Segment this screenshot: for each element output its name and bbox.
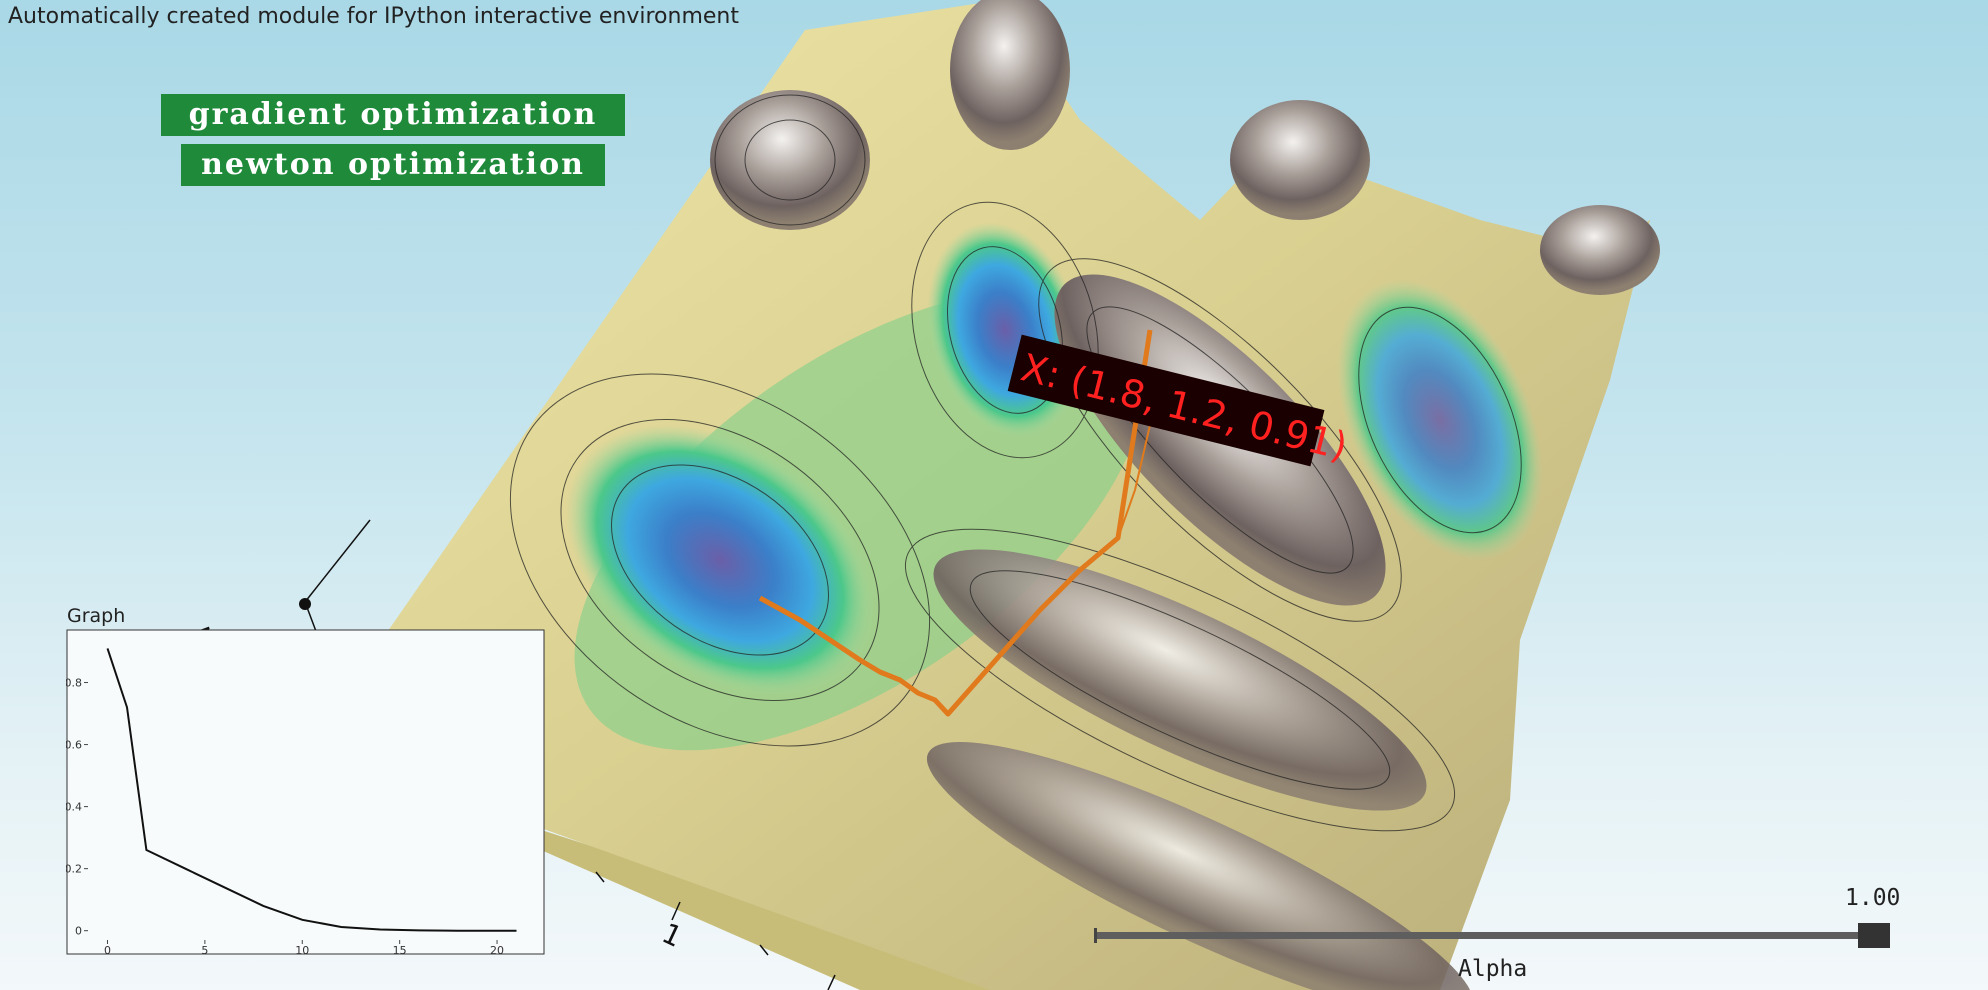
- ridge-lower: [933, 549, 1427, 811]
- graph-series-line: [106, 648, 517, 932]
- graph-frame: [66, 629, 545, 955]
- alpha-slider[interactable]: [1090, 920, 1896, 950]
- graph-x-tick-label: 20: [490, 944, 504, 956]
- peak-left: [710, 90, 870, 230]
- graph-x-tick-label: 5: [201, 944, 208, 956]
- graph-x-tick-label: 10: [295, 944, 309, 956]
- gradient-optimization-button[interactable]: gradient optimization: [161, 94, 625, 136]
- peak-top: [950, 0, 1070, 150]
- graph-y-tick-label: 0.8: [66, 677, 82, 690]
- graph-y-tick-label: 0.2: [66, 863, 82, 876]
- graph-x-tick-label: 0: [104, 944, 111, 956]
- alpha-slider-start: [1094, 928, 1097, 943]
- basin-right: [1336, 278, 1544, 562]
- window-title: Automatically created module for IPython…: [8, 4, 739, 29]
- peak-far-right: [1540, 205, 1660, 295]
- graph-y-tick-label: 0.6: [66, 739, 82, 752]
- alpha-value: 1.00: [1845, 885, 1901, 911]
- graph-x-tick-label: 15: [393, 944, 407, 956]
- newton-optimization-button[interactable]: newton optimization: [181, 144, 605, 186]
- ridge-bottom: [926, 742, 1474, 990]
- graph-y-tick-label: 0.4: [66, 801, 82, 814]
- alpha-slider-handle[interactable]: [1858, 923, 1890, 948]
- axis-origin-marker: [299, 598, 311, 610]
- graph-title: Graph: [67, 605, 126, 627]
- optimization-path: [758, 329, 1153, 717]
- optimization-path-thin: [1117, 424, 1151, 539]
- basin-large: [565, 424, 875, 696]
- graph-panel: 0 0.2 0.4 0.6 0.8 0 5 10 15 20: [66, 629, 545, 956]
- alpha-label: Alpha: [1458, 956, 1528, 982]
- axis-tick-label: 1: [657, 916, 687, 953]
- alpha-slider-track[interactable]: [1096, 932, 1886, 939]
- graph-y-tick-label: 0: [75, 925, 82, 938]
- peak-right: [1230, 100, 1370, 220]
